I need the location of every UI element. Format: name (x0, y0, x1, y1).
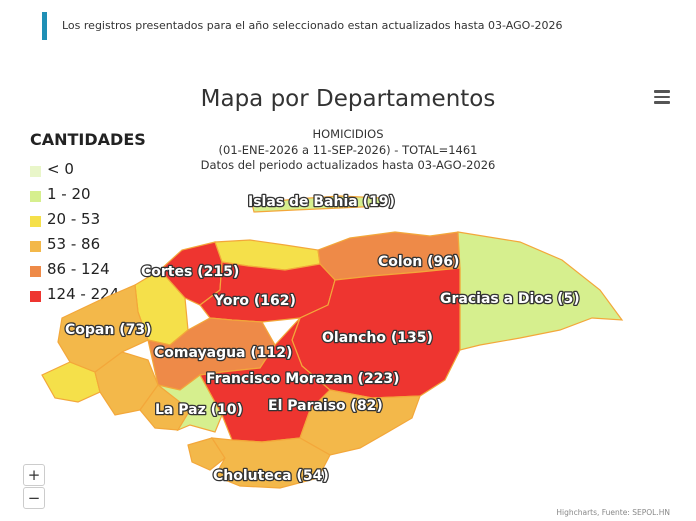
legend-label: < 0 (47, 160, 74, 178)
legend-swatch (30, 266, 41, 277)
credits: Highcharts, Fuente: SEPOL.HN (556, 508, 670, 517)
department-la-paz[interactable] (157, 374, 223, 433)
label-gracias-a-dios: Gracias a Dios (5) (440, 291, 580, 307)
subtitle-line-3: Datos del periodo actualizados hasta 03-… (200, 158, 496, 172)
subtitle-line-2: (01-ENE-2026 a 11-SEP-2026) - TOTAL=1461 (218, 143, 478, 157)
map-title: Mapa por Departamentos (200, 86, 496, 112)
label-copan: Copan (73) (65, 322, 151, 338)
legend-swatch (30, 166, 41, 177)
legend-label: 1 - 20 (47, 185, 91, 203)
label-choluteca: Choluteca (54) (213, 468, 329, 484)
legend-swatch (30, 216, 41, 227)
label-francisco-morazan: Francisco Morazan (223) (206, 371, 400, 387)
legend-swatch (30, 291, 41, 302)
zoom-in-button[interactable]: + (23, 464, 45, 486)
legend-label: 53 - 86 (47, 235, 101, 253)
label-islas-de-bahia: Islas de Bahia (19) (248, 194, 395, 210)
label-olancho: Olancho (135) (322, 330, 433, 346)
label-yoro: Yoro (162) (213, 293, 296, 309)
department-el-paraiso[interactable] (299, 389, 421, 456)
legend-swatch (30, 241, 41, 252)
hamburger-menu-icon[interactable] (654, 90, 670, 106)
label-la-paz: La Paz (10) (155, 402, 243, 418)
label-comayagua: Comayagua (112) (154, 345, 292, 361)
label-colon: Colon (96) (378, 254, 459, 270)
subtitle-line-1: HOMICIDIOS (312, 127, 384, 141)
legend-swatch (30, 191, 41, 202)
notice-accent-bar (42, 12, 47, 40)
department-valle[interactable] (187, 437, 226, 471)
label-el-paraiso: El Paraiso (82) (268, 398, 383, 414)
legend-label: 86 - 124 (47, 260, 110, 278)
department-islas-de-bahia[interactable] (251, 195, 383, 213)
legend-label: 20 - 53 (47, 210, 101, 228)
label-cortes: Cortes (215) (141, 264, 239, 280)
zoom-out-button[interactable]: − (23, 487, 45, 509)
legend-label: 124 - 224 (47, 285, 120, 303)
notice-text: Los registros presentados para el año se… (62, 19, 563, 32)
legend-title: CANTIDADES (30, 130, 146, 149)
department-choluteca[interactable] (210, 437, 331, 489)
department-copan[interactable] (57, 284, 149, 373)
